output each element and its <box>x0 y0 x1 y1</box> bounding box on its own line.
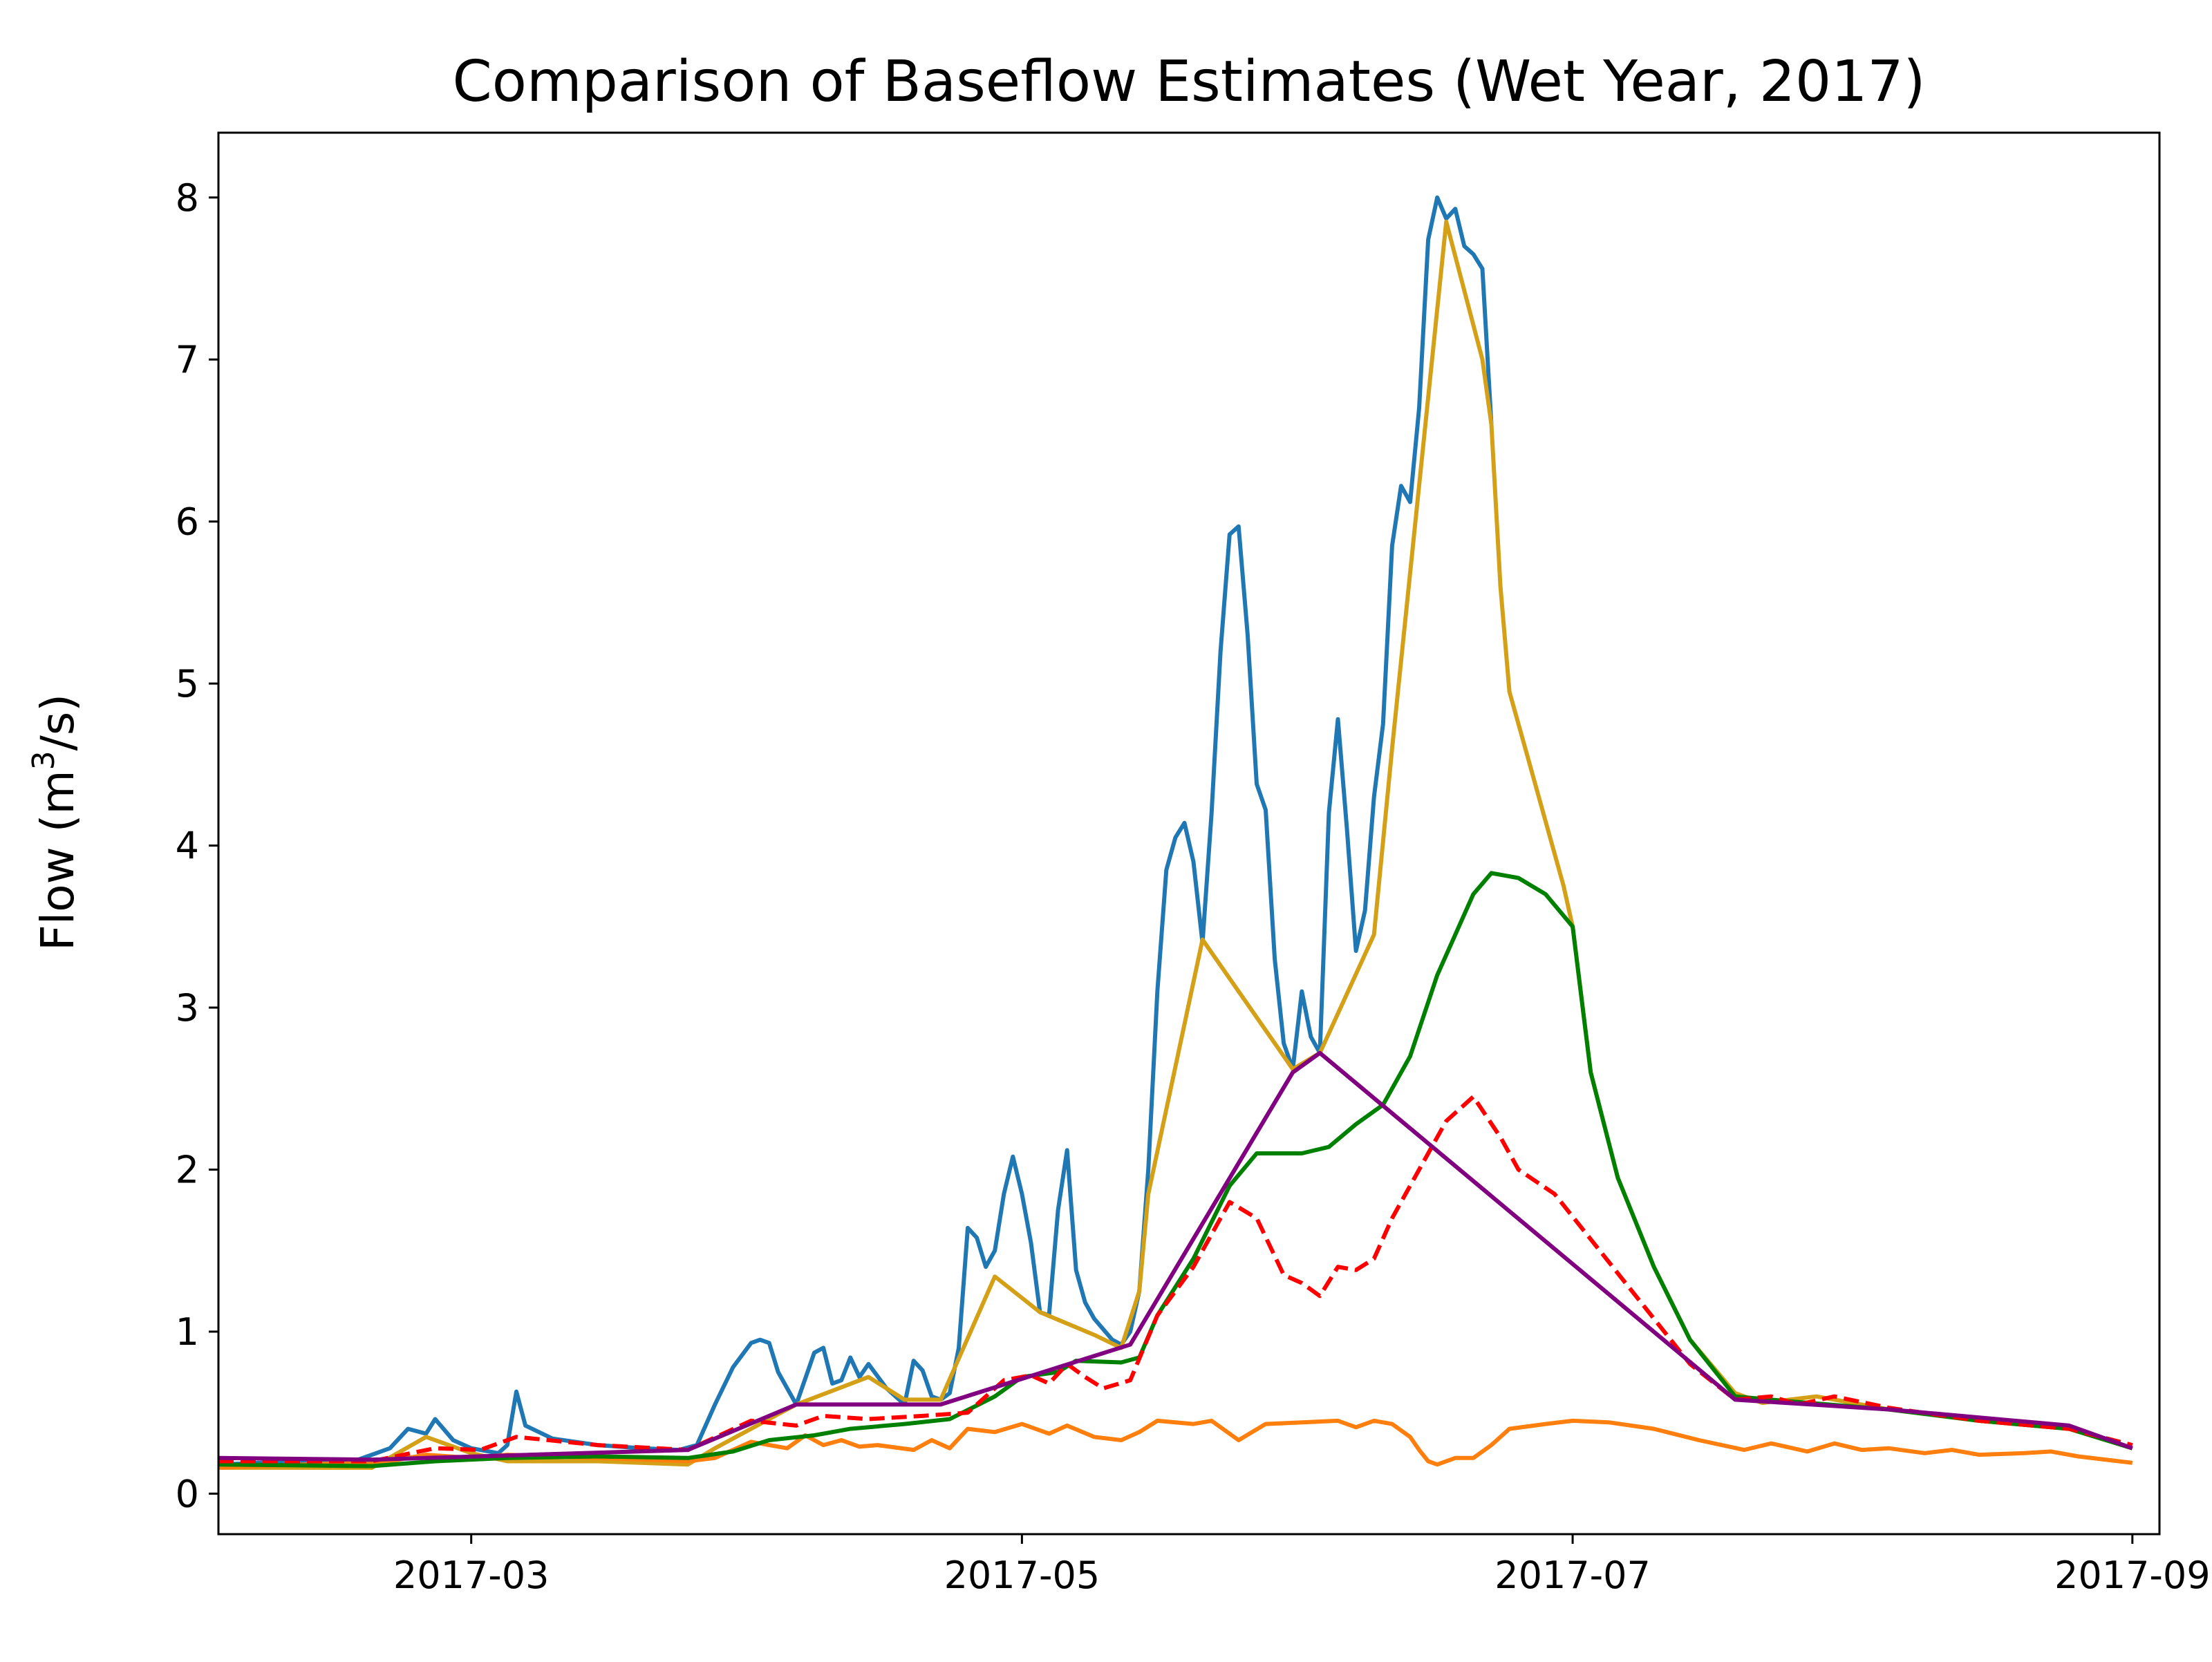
x-tick-label: 2017-03 <box>393 1554 550 1597</box>
y-tick-label: 1 <box>176 1310 199 1354</box>
y-tick-label: 0 <box>176 1472 199 1515</box>
y-tick-label: 5 <box>176 662 199 706</box>
series-line-5 <box>218 1095 2133 1464</box>
axes-frame <box>217 131 2161 1536</box>
series-group <box>218 195 2133 1470</box>
chart-title: Comparison of Baseflow Estimates (Wet Ye… <box>452 49 1925 115</box>
y-axis-label-superscript: 3 <box>26 750 62 770</box>
x-tick-label: 2017-09 <box>2054 1554 2211 1597</box>
axis-layer: 0 1 2 3 4 5 6 7 8 2017-03 2017-05 2017-07 2017-09 <box>176 131 2211 1597</box>
y-axis-label-text: Flow (m <box>31 770 84 951</box>
y-tick-label: 3 <box>176 986 199 1030</box>
series-line-6 <box>218 1050 2133 1462</box>
y-axis-label: Flow (m3/s) <box>26 694 84 951</box>
plot-layer <box>218 195 2133 1470</box>
x-tick-label: 2017-05 <box>944 1554 1100 1597</box>
series-line-4 <box>218 871 2133 1469</box>
y-tick-label: 7 <box>176 338 199 381</box>
y-axis-label-suffix: /s) <box>31 694 84 750</box>
y-tick-label: 8 <box>176 176 199 220</box>
y-tick-label: 2 <box>176 1148 199 1191</box>
y-tick-label: 4 <box>176 824 199 868</box>
x-tick-label: 2017-07 <box>1494 1554 1651 1597</box>
y-tick-label: 6 <box>176 500 199 544</box>
